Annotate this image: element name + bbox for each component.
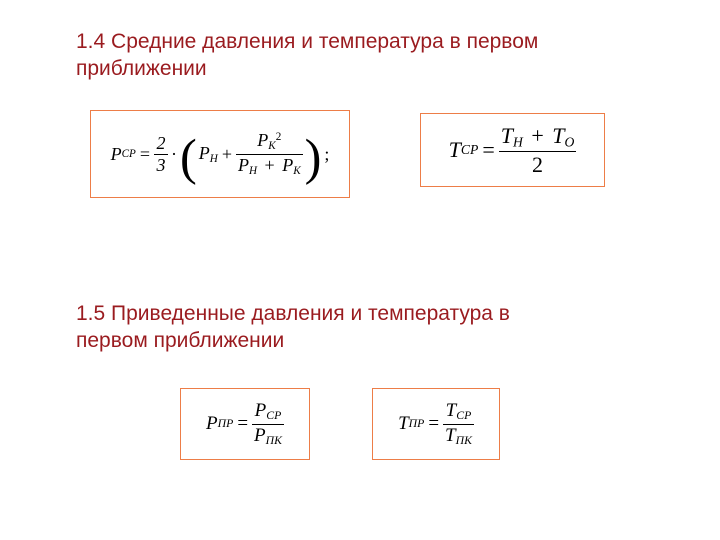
plus-op: + bbox=[218, 144, 236, 165]
ppr-fraction: PСР PПК bbox=[252, 401, 284, 447]
equals: = bbox=[136, 144, 154, 165]
var-p: P bbox=[206, 413, 218, 435]
formula-t-pr: TПР = TСР TПК bbox=[372, 388, 500, 460]
sub-sr: СР bbox=[461, 142, 478, 158]
semicolon: ; bbox=[321, 144, 329, 165]
var-pn: PН bbox=[199, 143, 218, 165]
section-1-5-heading: 1.5 Приведенные давления и температура в… bbox=[76, 300, 581, 355]
equals: = bbox=[424, 413, 443, 435]
var-p: P bbox=[111, 144, 122, 165]
equals: = bbox=[233, 413, 252, 435]
var-t: T bbox=[449, 137, 461, 163]
formula-t-sr: TСР = TН + TО 2 bbox=[420, 113, 605, 187]
section-1-4-heading: 1.4 Средние давления и температура в пер… bbox=[76, 28, 596, 83]
sub-pr: ПР bbox=[218, 417, 234, 431]
dot-op: · bbox=[168, 144, 180, 165]
tpr-fraction: TСР TПК bbox=[443, 401, 474, 447]
inner-fraction: PК2 PН + PК bbox=[236, 131, 303, 177]
sub-pr: ПР bbox=[409, 417, 425, 431]
formula-p-sr: PСР = 2 3 · ( PН + PК2 PН + PК ) bbox=[90, 110, 350, 198]
sub-sr: СР bbox=[122, 148, 136, 160]
formula-p-pr: PПР = PСР PПК bbox=[180, 388, 310, 460]
tcp-fraction: TН + TО 2 bbox=[499, 124, 577, 176]
equals: = bbox=[478, 137, 498, 163]
coef-two-thirds: 2 3 bbox=[154, 134, 168, 175]
var-t: T bbox=[398, 413, 409, 435]
